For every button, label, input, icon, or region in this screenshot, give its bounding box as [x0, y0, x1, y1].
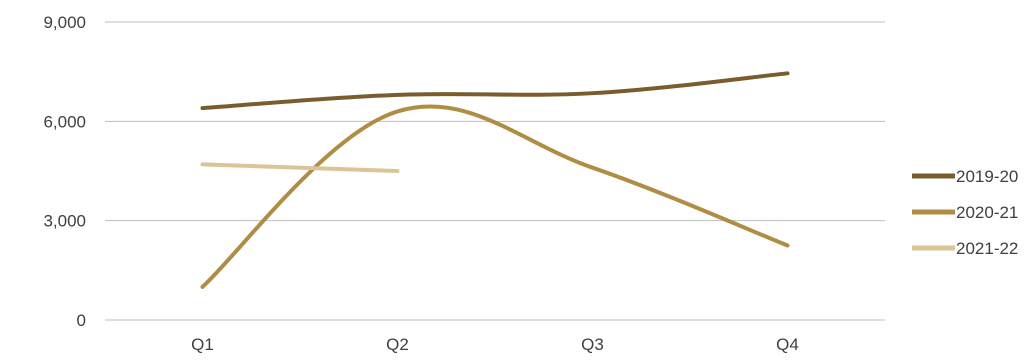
legend-item: 2019-20 — [912, 167, 1018, 186]
x-tick-label: Q1 — [191, 335, 214, 354]
legend-item: 2021-22 — [912, 239, 1018, 258]
gridlines — [105, 21, 885, 321]
y-axis-tick-labels: 0 3,000 6,000 9,000 — [43, 13, 86, 330]
x-tick-label: Q4 — [776, 335, 799, 354]
series-lines — [200, 71, 790, 289]
series-line-2020-21 — [200, 104, 790, 289]
legend-label: 2021-22 — [956, 239, 1018, 258]
series-line-2019-20 — [200, 71, 790, 111]
x-tick-label: Q3 — [581, 335, 604, 354]
series-line-2021-22 — [200, 162, 400, 173]
y-tick-label: 0 — [77, 311, 86, 330]
legend: 2019-20 2020-21 2021-22 — [912, 167, 1018, 258]
legend-label: 2020-21 — [956, 203, 1018, 222]
x-tick-label: Q2 — [386, 335, 409, 354]
x-axis-tick-labels: Q1 Q2 Q3 Q4 — [191, 335, 799, 354]
legend-label: 2019-20 — [956, 167, 1018, 186]
y-tick-label: 6,000 — [43, 112, 86, 131]
y-tick-label: 9,000 — [43, 13, 86, 32]
y-tick-label: 3,000 — [43, 212, 86, 231]
legend-item: 2020-21 — [912, 203, 1018, 222]
